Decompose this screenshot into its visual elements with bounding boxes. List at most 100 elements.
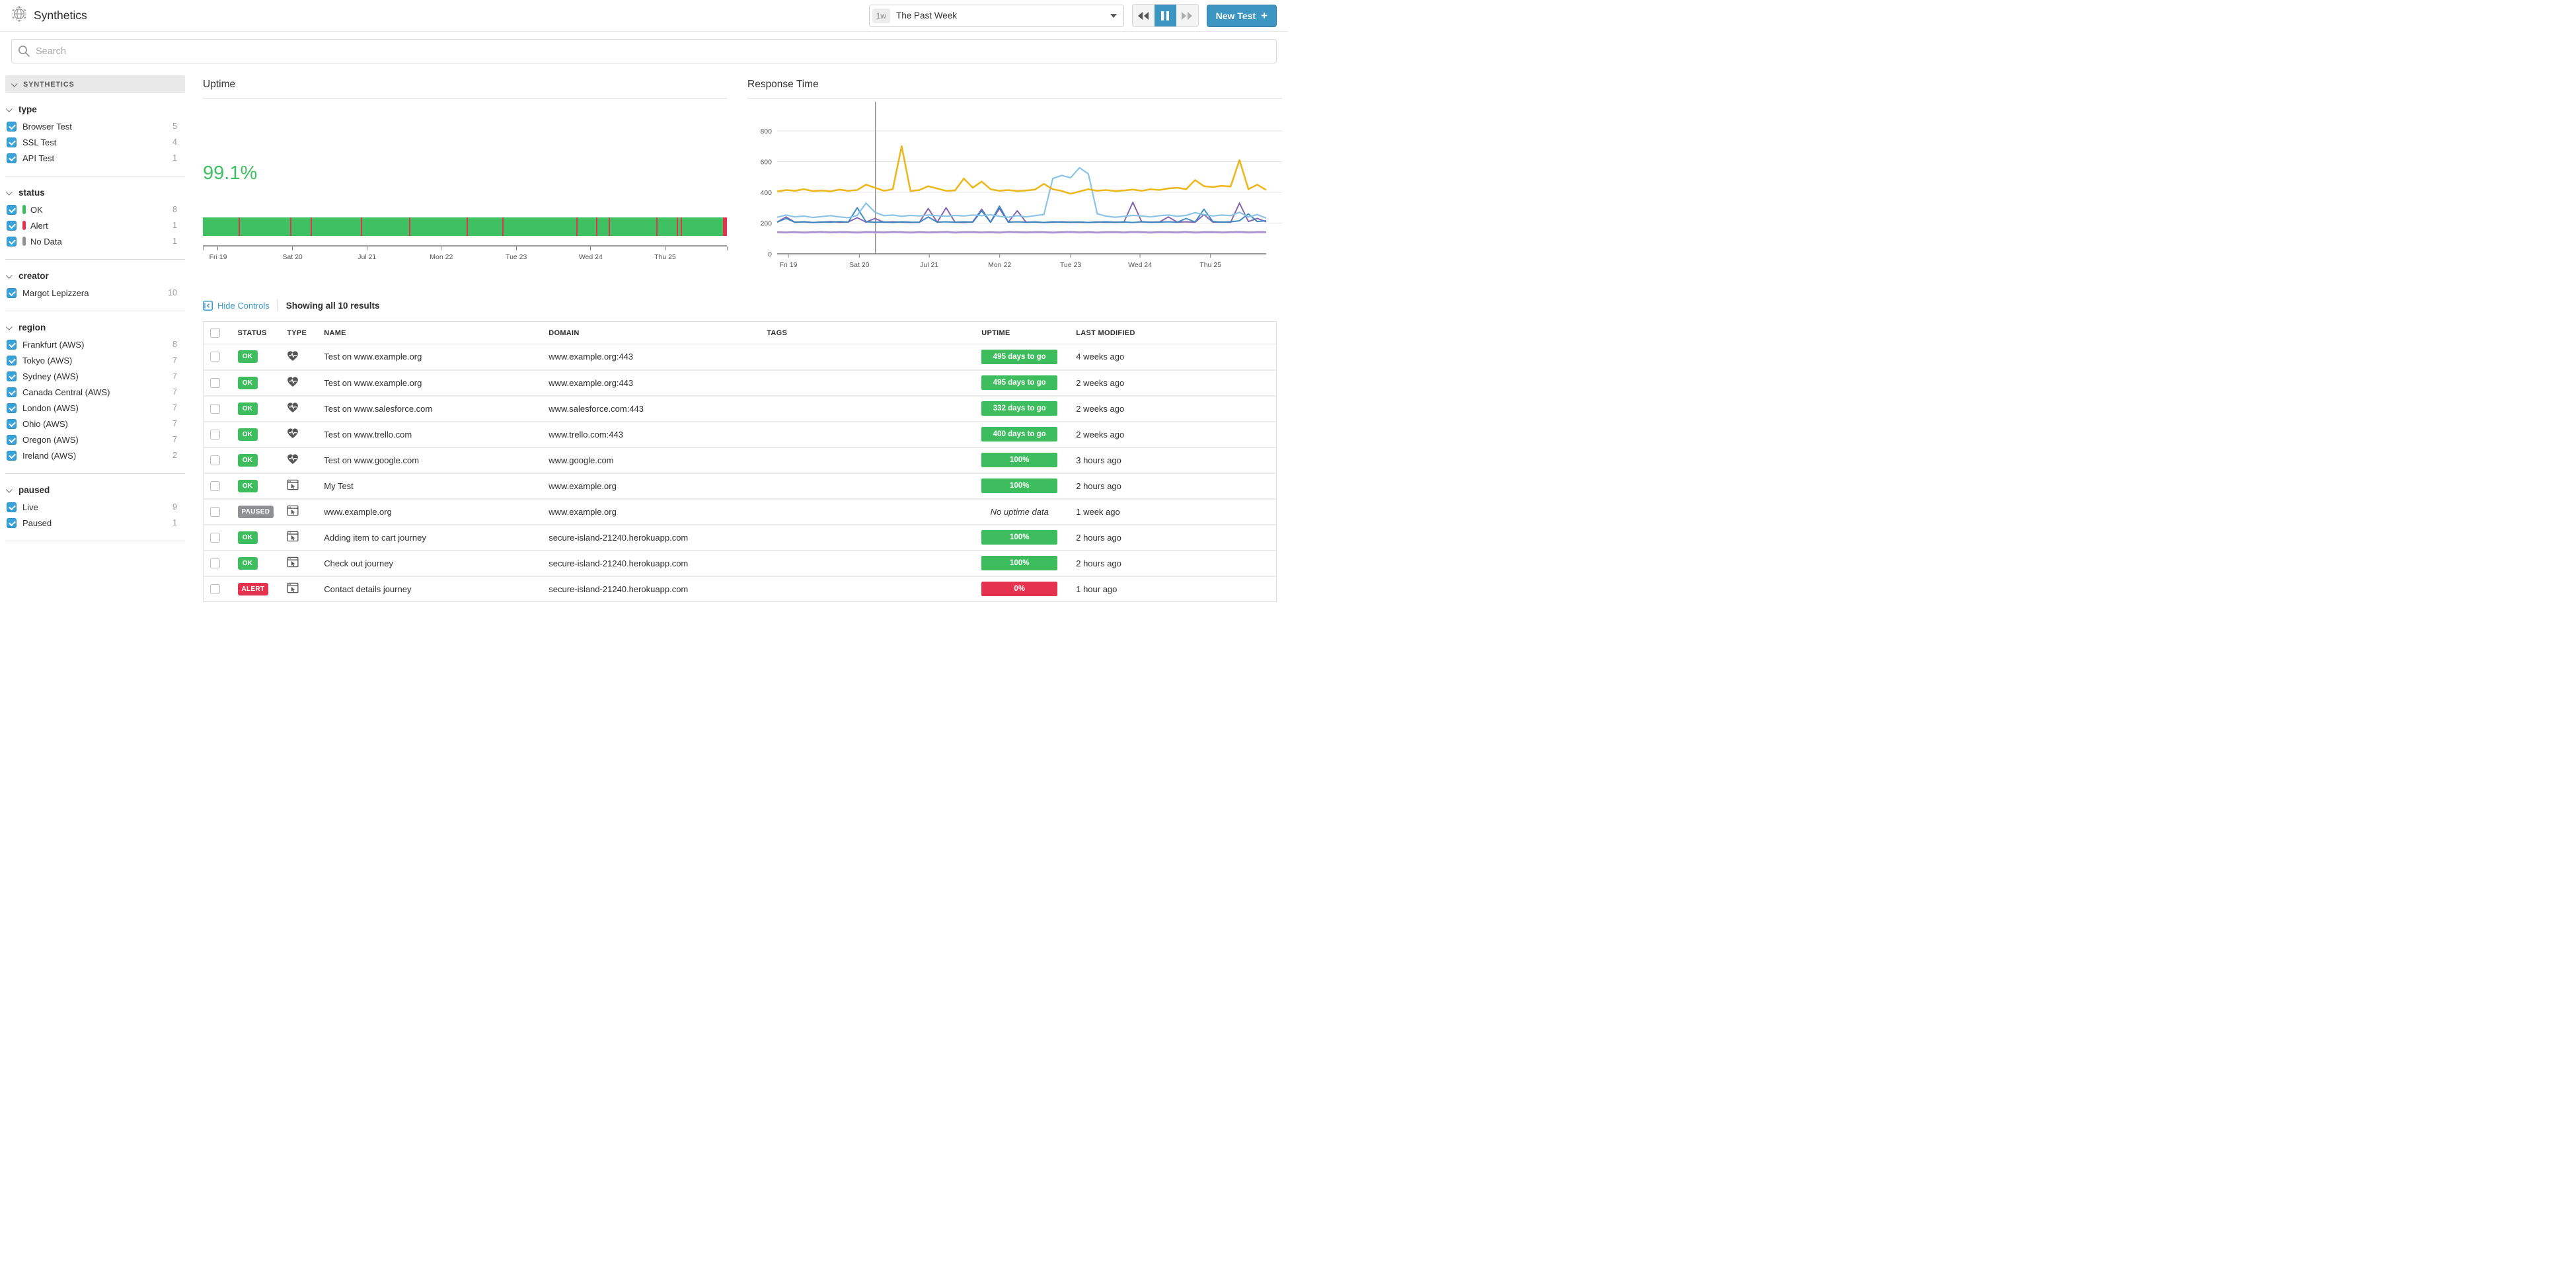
row-select-cell [203,446,231,473]
checkbox-checked-icon[interactable] [7,355,17,365]
facet-section-title-status[interactable]: status [5,188,185,198]
table-row[interactable]: OK Test on www.trello.com www.trello.com:4… [203,420,1277,447]
row-checkbox[interactable] [210,429,220,440]
select-all-checkbox[interactable] [210,328,220,338]
checkbox-checked-icon[interactable] [7,387,17,397]
row-checkbox[interactable] [210,558,220,568]
checkbox-checked-icon[interactable] [7,220,17,231]
fast-forward-button[interactable] [1176,5,1198,26]
row-domain-cell: www.example.org:443 [549,352,634,362]
uptime-timeline-bar[interactable] [203,217,727,236]
facet-item-label: Frankfurt (AWS) [22,339,85,350]
series-lavender [777,231,1267,234]
checkbox-checked-icon[interactable] [7,204,17,215]
row-name-cell[interactable]: Test on www.example.org [317,369,543,396]
facet-item-label: Ireland (AWS) [22,450,77,461]
row-name-cell[interactable]: My Test [317,472,543,499]
row-checkbox[interactable] [210,532,220,543]
checkbox-checked-icon[interactable] [7,288,17,298]
checkbox-checked-icon[interactable] [7,450,17,461]
facet-section-title-creator[interactable]: creator [5,271,185,281]
results-controls-row: Hide Controls Showing all 10 results [203,296,1277,315]
table-row[interactable]: OK Test on www.google.com www.google.com 10… [203,446,1277,473]
x-tick-label: Mon 22 [988,261,1011,269]
facet-item-label: API Test [22,153,55,163]
checkbox-checked-icon[interactable] [7,339,17,350]
row-name-cell[interactable]: Test on www.example.org [324,352,422,362]
search-input[interactable] [11,39,1277,63]
row-name-cell[interactable]: Test on www.google.com [317,446,543,473]
new-test-button[interactable]: New Test + [1206,4,1277,27]
checkbox-checked-icon[interactable] [7,418,17,429]
status-badge: OK [237,402,258,415]
row-select-cell [203,420,231,447]
facet-item-region: Oregon (AWS) 7 [5,432,185,447]
facet-section-title-paused[interactable]: paused [5,485,185,495]
checkbox-checked-icon[interactable] [7,371,17,381]
checkbox-checked-icon[interactable] [7,434,17,445]
timeline-playback-controls [1131,4,1199,27]
row-type-cell [280,549,318,576]
facet-item-count: 7 [172,435,177,444]
time-range-select[interactable]: 1w The Past Week [868,4,1124,27]
facet-section-title-type[interactable]: type [5,104,185,114]
row-name-cell[interactable]: Contact details journey [317,575,543,602]
axis-tick-label: Jul 21 [358,253,377,261]
pause-button[interactable] [1154,5,1176,26]
series-dark-blue [777,205,1267,223]
facet-item-count: 7 [172,419,177,428]
checkbox-checked-icon[interactable] [7,236,17,247]
row-type-cell [280,575,318,602]
row-checkbox[interactable] [210,480,220,491]
table-row[interactable]: ALERT Contact details journey secure-islan… [203,575,1277,602]
row-name-cell[interactable]: Test on www.salesforce.com [317,395,543,422]
response-time-chart[interactable]: 0 200 400 600 800 Fri 19 Sat 20 Jul 21 Mon 22 Tue… [747,99,1282,272]
row-status-cell: OK [231,446,281,473]
uptime-outage-tick [466,217,468,236]
checkbox-checked-icon[interactable] [7,121,17,132]
table-row[interactable]: OK My Test www.example.org 100% 2 hours ago [203,472,1277,499]
row-tags-cell [760,523,975,551]
facet-item-count: 7 [172,371,177,381]
rewind-button[interactable] [1132,5,1155,26]
row-name-cell[interactable]: Adding item to cart journey [317,523,543,551]
facet-item-count: 5 [172,122,177,131]
panel-divider [747,98,1282,99]
row-last-modified-cell: 2 hours ago [1069,472,1277,499]
checkbox-checked-icon[interactable] [7,153,17,163]
row-tags-cell [760,344,975,370]
table-row[interactable]: OK Test on www.salesforce.com www.salesfor… [203,395,1277,422]
table-row[interactable]: OK Check out journey secure-island-21240.h… [203,549,1277,576]
sidebar-header-synthetics[interactable]: SYNTHETICS [5,75,185,93]
row-checkbox[interactable] [210,506,220,517]
checkbox-checked-icon[interactable] [7,402,17,413]
row-checkbox[interactable] [210,352,220,362]
chevron-down-icon [5,272,13,279]
table-row[interactable]: PAUSED www.example.org www.example.org No u… [203,498,1277,525]
uptime-panel-title: Uptime [203,79,236,90]
row-checkbox[interactable] [210,377,220,388]
row-uptime-cell: 100% [975,523,1070,551]
row-checkbox[interactable] [210,584,220,594]
facet-section-title-region[interactable]: region [5,323,185,332]
axis-tick [217,247,219,250]
facet-item-region: London (AWS) 7 [5,400,185,416]
row-name-cell[interactable]: www.example.org [317,498,543,525]
hide-controls-link[interactable]: Hide Controls [203,301,270,311]
checkbox-checked-icon[interactable] [7,518,17,528]
checkbox-checked-icon[interactable] [7,502,17,512]
table-row[interactable]: OK Adding item to cart journey secure-isla… [203,523,1277,551]
row-last-modified-cell: 2 weeks ago [1069,420,1277,447]
chevron-down-icon [1110,13,1117,18]
checkbox-checked-icon[interactable] [7,137,17,147]
table-row[interactable]: OK Test on www.example.org www.example.org… [204,344,1277,370]
row-uptime-cell: 100% [975,549,1070,576]
row-name-cell[interactable]: Check out journey [317,549,543,576]
table-row[interactable]: OK Test on www.example.org www.example.org… [203,369,1277,396]
row-name-cell[interactable]: Test on www.trello.com [317,420,543,447]
facet-item-count: 9 [172,502,177,512]
row-checkbox[interactable] [210,455,220,465]
series-light-blue [777,167,1267,219]
row-checkbox[interactable] [210,403,220,414]
facet-item-status: Alert 1 [5,217,185,233]
